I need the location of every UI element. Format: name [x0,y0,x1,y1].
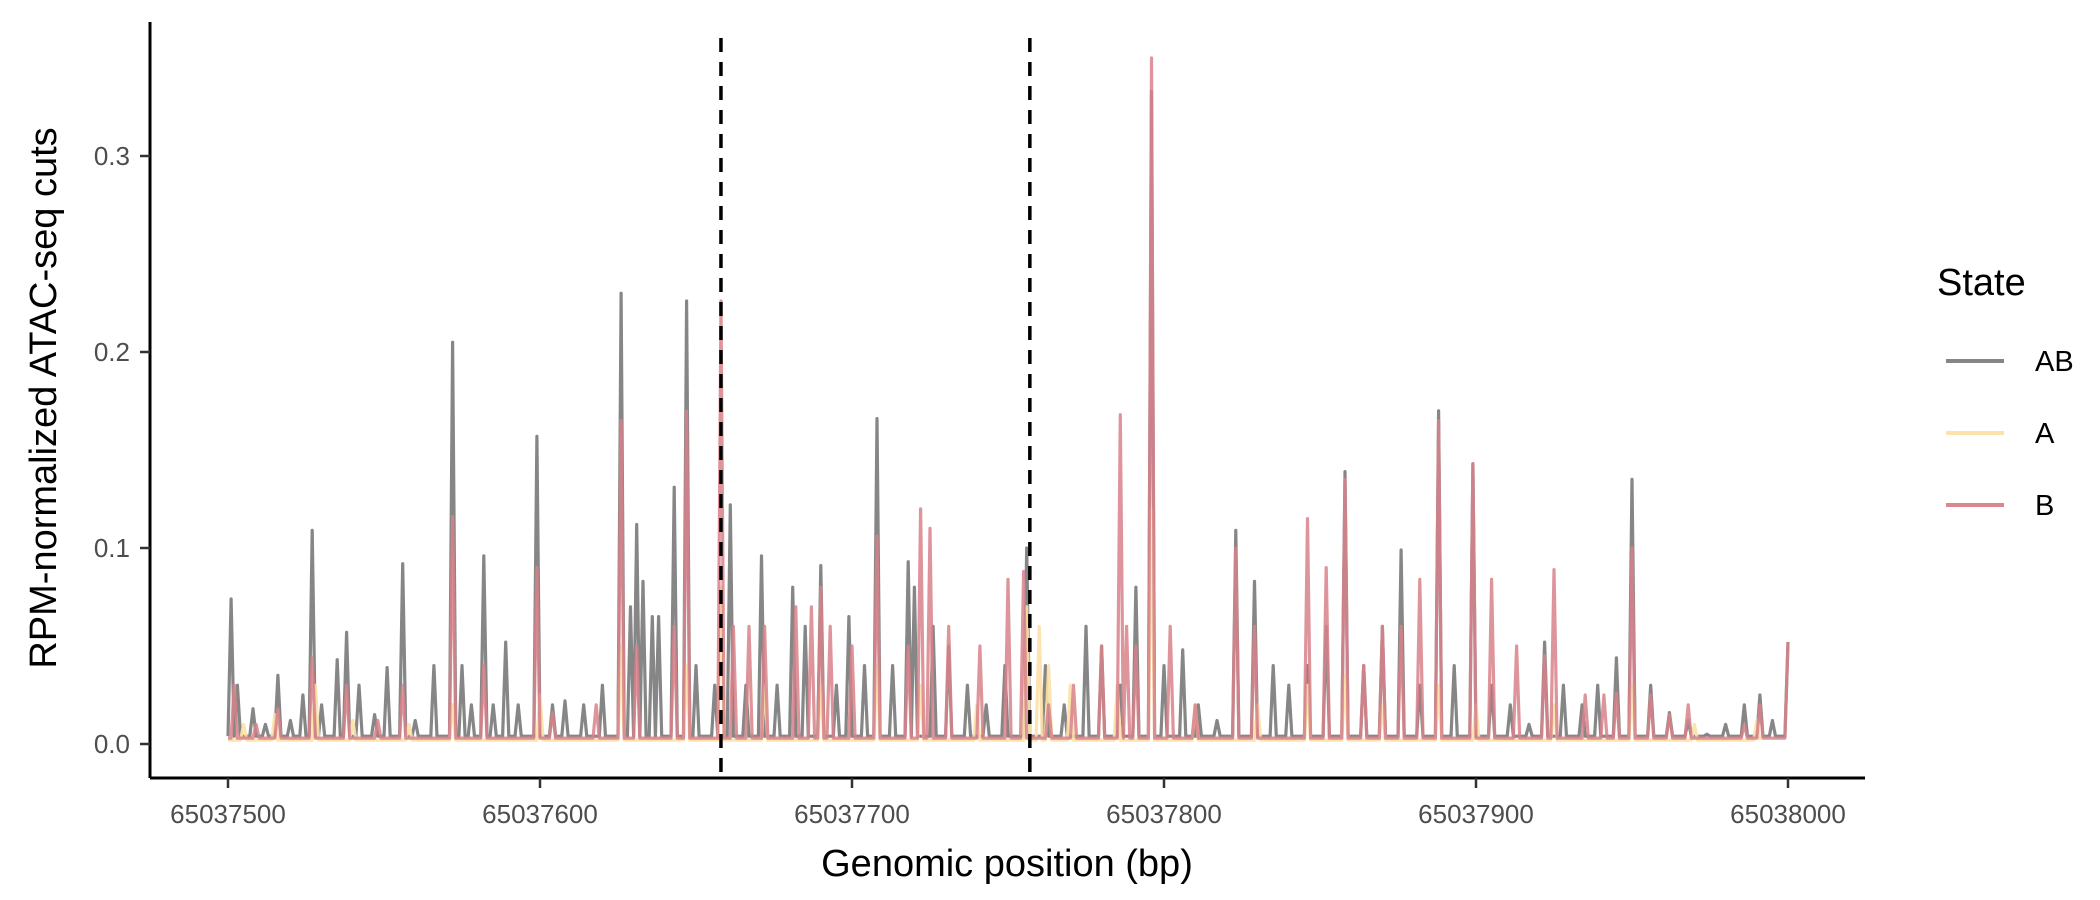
y-axis-title: RPM-normalized ATAC-seq cuts [23,127,65,668]
y-tick-label: 0.0 [94,729,130,759]
legend-label-b: B [2035,490,2054,522]
series-line-a [228,507,1762,742]
legend-label-a: A [2035,418,2055,450]
axes-layer [148,22,1865,780]
x-axis-title: Genomic position (bp) [821,843,1193,885]
y-tick-label: 0.1 [94,533,130,563]
legend-title: State [1937,262,2026,304]
vline-layer [719,38,1032,778]
legend-label-ab: AB [2035,346,2074,378]
series-line-b [228,56,1790,740]
x-tick-label: 65037900 [1418,799,1534,829]
y-tick-label: 0.2 [94,337,130,367]
x-tick-label: 65037500 [170,799,286,829]
x-tick-label: 65037700 [794,799,910,829]
x-tick-label: 65037800 [1106,799,1222,829]
x-tick-label: 65037600 [482,799,598,829]
x-tick-label: 65038000 [1730,799,1846,829]
ticks-layer: 65037500 65037600 65037700 65037800 65037900… [94,141,1846,829]
series-layer [226,56,1790,742]
y-tick-label: 0.3 [94,141,130,171]
